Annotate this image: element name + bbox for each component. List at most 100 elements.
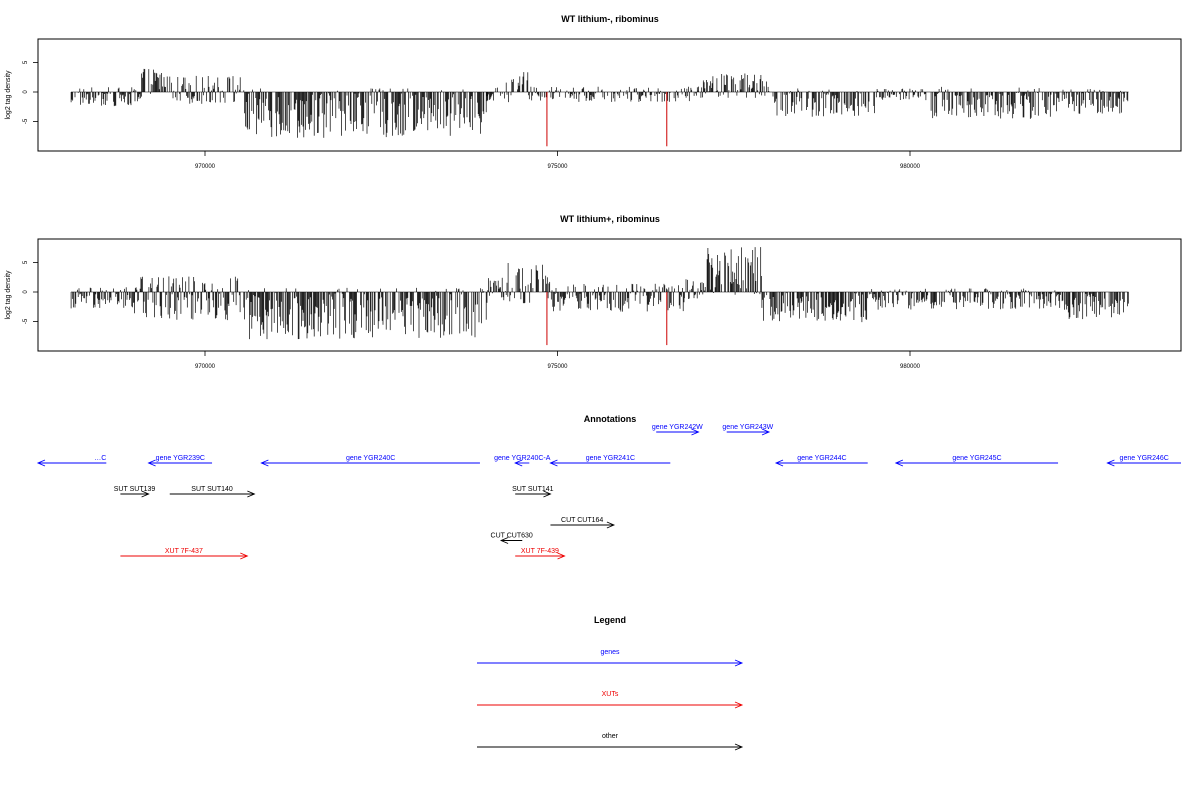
feature-arrow-head bbox=[141, 490, 150, 498]
signal-segment bbox=[761, 292, 868, 323]
signal-segment bbox=[243, 287, 488, 340]
legend-title: Legend bbox=[594, 615, 626, 625]
bar-layer bbox=[70, 247, 1129, 346]
feature-gene[interactable]: gene YGR240C bbox=[260, 455, 480, 467]
feature-label: gene YGR246C bbox=[1120, 455, 1169, 462]
feature-label: gene YGR239C bbox=[156, 455, 205, 462]
y-tick-label: 5 bbox=[23, 260, 29, 264]
feature-label: SUT SUT139 bbox=[114, 486, 156, 493]
feature-gene[interactable]: gene YGR244C bbox=[774, 455, 868, 467]
feature-gene[interactable]: gene YGR246C bbox=[1106, 455, 1181, 467]
feature-arrow-head bbox=[1106, 459, 1115, 467]
feature-label: gene YGR241C bbox=[586, 455, 635, 462]
feature-arrow-head bbox=[734, 659, 744, 667]
signal-segment bbox=[486, 87, 503, 101]
legend-panel: Legend genes XUTs other bbox=[477, 615, 744, 751]
feature-arrow-head bbox=[557, 552, 566, 560]
feature-arrow-head bbox=[549, 459, 558, 467]
legend-item: XUTs bbox=[477, 691, 744, 709]
feature-label: gene YGR242W bbox=[652, 424, 703, 431]
x-tick-label: 980000 bbox=[900, 164, 921, 170]
signal-segment bbox=[141, 68, 168, 94]
x-tick-label: 975000 bbox=[547, 364, 568, 370]
feature-other[interactable]: CUT CUT630 bbox=[491, 533, 533, 544]
feature-arrow-head bbox=[734, 701, 744, 709]
feature-arrow-head bbox=[774, 459, 784, 467]
feature-label: gene YGR243W bbox=[722, 424, 773, 431]
legend-label: genes bbox=[600, 649, 620, 656]
feature-label: SUT SUT140 bbox=[191, 486, 233, 493]
feature-other[interactable]: CUT CUT164 bbox=[550, 517, 616, 529]
legend-items: genes XUTs other bbox=[477, 649, 744, 751]
feature-gene[interactable]: gene YGR243W bbox=[722, 424, 774, 436]
feature-arrow-head bbox=[606, 521, 616, 529]
y-tick-label: 0 bbox=[23, 290, 29, 294]
plot-frame bbox=[37, 238, 1182, 352]
track-panel-lithium-minus: WT lithium-, ribominus 970000 975000 98000… bbox=[5, 14, 1182, 170]
signal-segment bbox=[243, 88, 488, 138]
feature-arrow-head bbox=[499, 537, 509, 544]
annotations-panel: Annotations …C gene YGR239C gene YGR240C ge… bbox=[36, 414, 1181, 560]
feature-xut[interactable]: XUT 7F-437 bbox=[120, 548, 249, 560]
feature-gene[interactable]: …C bbox=[36, 455, 106, 467]
x-axis: 970000 975000 980000 bbox=[195, 151, 921, 170]
feature-gene[interactable]: gene YGR242W bbox=[652, 424, 703, 436]
feature-gene[interactable]: gene YGR245C bbox=[894, 455, 1059, 467]
feature-xut[interactable]: XUT 7F-439 bbox=[515, 548, 566, 560]
feature-arrow-head bbox=[543, 490, 552, 498]
feature-label: gene YGR240C-A bbox=[494, 455, 551, 462]
feature-arrow-head bbox=[247, 490, 256, 498]
feature-gene[interactable]: gene YGR241C bbox=[549, 455, 671, 467]
feature-label: CUT CUT164 bbox=[561, 517, 603, 524]
x-axis: 970000 975000 980000 bbox=[195, 351, 921, 370]
signal-segment bbox=[772, 88, 875, 117]
signal-segment bbox=[134, 276, 241, 321]
feature-label: gene YGR244C bbox=[797, 455, 846, 462]
x-tick-label: 970000 bbox=[195, 164, 216, 170]
signal-segment bbox=[504, 72, 529, 103]
feature-layer: …C gene YGR239C gene YGR240C gene YGR240C-A… bbox=[36, 424, 1181, 560]
y-axis: -5 0 5 bbox=[23, 60, 38, 124]
signal-segment bbox=[528, 86, 699, 102]
feature-arrow-head bbox=[761, 428, 771, 436]
feature-label: …C bbox=[94, 455, 106, 462]
x-tick-label: 980000 bbox=[900, 364, 921, 370]
plot-frame bbox=[37, 38, 1182, 152]
feature-arrow-head bbox=[514, 459, 523, 467]
y-axis-label: log2 tag density bbox=[5, 70, 12, 120]
feature-other[interactable]: SUT SUT140 bbox=[169, 486, 256, 498]
feature-other[interactable]: SUT SUT139 bbox=[114, 486, 156, 498]
x-tick-label: 975000 bbox=[547, 164, 568, 170]
feature-label: XUT 7F-439 bbox=[521, 548, 559, 555]
signal-segment bbox=[70, 287, 135, 309]
y-tick-label: -5 bbox=[23, 118, 29, 124]
feature-gene[interactable]: gene YGR240C-A bbox=[494, 455, 551, 467]
track-panel-lithium-plus: WT lithium+, ribominus 970000 975000 98000… bbox=[5, 214, 1182, 370]
y-tick-label: -5 bbox=[23, 318, 29, 324]
legend-label: other bbox=[602, 733, 619, 740]
signal-segment bbox=[550, 283, 685, 312]
legend-label: XUTs bbox=[602, 691, 619, 698]
track-title: WT lithium-, ribominus bbox=[561, 14, 659, 24]
feature-label: gene YGR240C bbox=[346, 455, 395, 462]
feature-other[interactable]: SUT SUT141 bbox=[512, 486, 554, 498]
track-title: WT lithium+, ribominus bbox=[560, 214, 660, 224]
feature-arrow-head bbox=[36, 459, 46, 467]
feature-gene[interactable]: gene YGR239C bbox=[147, 455, 213, 467]
signal-segment bbox=[698, 73, 770, 98]
annotations-title: Annotations bbox=[584, 414, 637, 424]
x-tick-label: 970000 bbox=[195, 364, 216, 370]
feature-arrow-head bbox=[691, 428, 700, 436]
feature-arrow-head bbox=[240, 552, 249, 560]
signal-segment bbox=[1050, 89, 1129, 114]
legend-item: genes bbox=[477, 649, 744, 667]
y-axis: -5 0 5 bbox=[23, 260, 38, 324]
feature-arrow-head bbox=[260, 459, 269, 467]
feature-label: CUT CUT630 bbox=[491, 533, 533, 540]
legend-item: other bbox=[477, 733, 744, 751]
feature-arrow-head bbox=[147, 459, 156, 467]
feature-label: XUT 7F-437 bbox=[165, 548, 203, 555]
feature-label: gene YGR245C bbox=[952, 455, 1001, 462]
y-tick-label: 0 bbox=[23, 90, 29, 94]
